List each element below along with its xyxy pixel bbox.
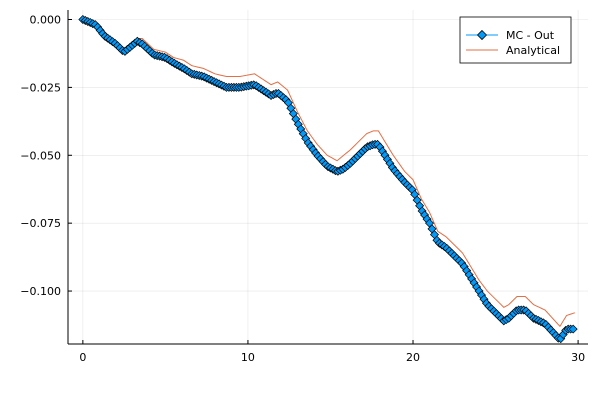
- x-tick-label: 10: [241, 351, 255, 364]
- series-line-analytical: [82, 19, 575, 328]
- series-point-mc: [568, 324, 578, 334]
- legend: MC - Out Analytical: [459, 16, 572, 64]
- x-tick-label: 0: [79, 351, 86, 364]
- y-tick-label: 0.000: [30, 14, 62, 27]
- grid: [68, 10, 588, 344]
- y-tick-label: −0.050: [20, 149, 61, 162]
- y-tick-label: −0.025: [20, 81, 61, 94]
- series-line-mc: [82, 19, 574, 340]
- legend-label-analytical: Analytical: [506, 44, 560, 57]
- axes: [67, 10, 588, 345]
- x-tick-label: 30: [571, 351, 585, 364]
- y-tick-label: −0.100: [20, 285, 61, 298]
- ticks: 0 10 20 30 0.000 −0.025 −0.050 −0.075 −0.100: [20, 14, 585, 364]
- legend-box: [459, 16, 572, 64]
- legend-marker-mc: [476, 29, 488, 41]
- x-tick-label: 20: [406, 351, 420, 364]
- legend-label-mc: MC - Out: [506, 29, 555, 42]
- y-tick-label: −0.075: [20, 217, 61, 230]
- series-layer: [78, 15, 578, 344]
